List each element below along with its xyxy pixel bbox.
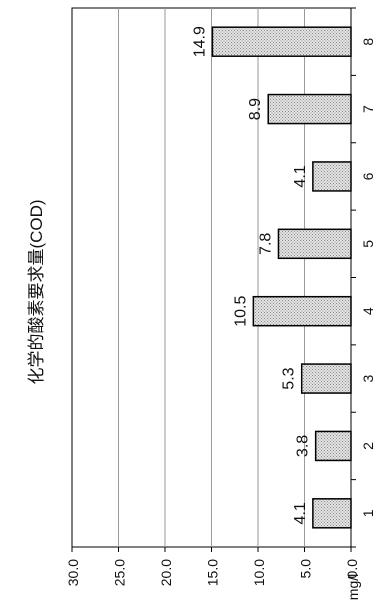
value-tick-label: 0.0 xyxy=(344,559,360,579)
data-label: 8.9 xyxy=(247,98,264,120)
value-tick-label: 15.0 xyxy=(205,559,221,586)
category-label: 7 xyxy=(360,105,376,113)
bar-7 xyxy=(267,93,352,125)
bar-2 xyxy=(314,430,352,462)
value-tick-label: 5.0 xyxy=(298,559,314,579)
category-label: 8 xyxy=(360,38,376,46)
value-tick-label: 20.0 xyxy=(158,559,174,586)
category-label: 4 xyxy=(360,307,376,315)
value-tick-label: 30.0 xyxy=(65,559,81,586)
bar-8 xyxy=(211,26,352,57)
bar-3 xyxy=(300,363,352,394)
data-label: 7.8 xyxy=(257,233,274,255)
data-label: 3.8 xyxy=(295,435,312,457)
category-label: 3 xyxy=(360,374,376,382)
data-label: 4.1 xyxy=(292,502,309,524)
category-label: 1 xyxy=(360,509,376,517)
category-label: 6 xyxy=(360,172,376,180)
plot-area: 0.0 5.0 10.0 15.0 20.0 25.0 30.0 4.1 1 3.8 2 5.3 3 10… xyxy=(65,7,376,586)
category-label: 2 xyxy=(360,442,376,450)
bar-1 xyxy=(312,498,352,529)
data-label: 5.3 xyxy=(281,367,298,389)
bar-4 xyxy=(252,295,352,327)
bar-6 xyxy=(312,161,352,192)
bar-5 xyxy=(277,228,352,260)
data-label: 10.5 xyxy=(232,296,249,327)
chart-title: 化学的酸素要求量(COD) xyxy=(27,199,46,384)
unit-label: mg/l xyxy=(345,574,361,600)
value-tick-label: 10.0 xyxy=(251,559,267,586)
category-label: 5 xyxy=(360,240,376,248)
data-label: 14.9 xyxy=(191,26,208,57)
value-tick-label: 25.0 xyxy=(112,559,128,586)
data-label: 4.1 xyxy=(292,165,309,187)
